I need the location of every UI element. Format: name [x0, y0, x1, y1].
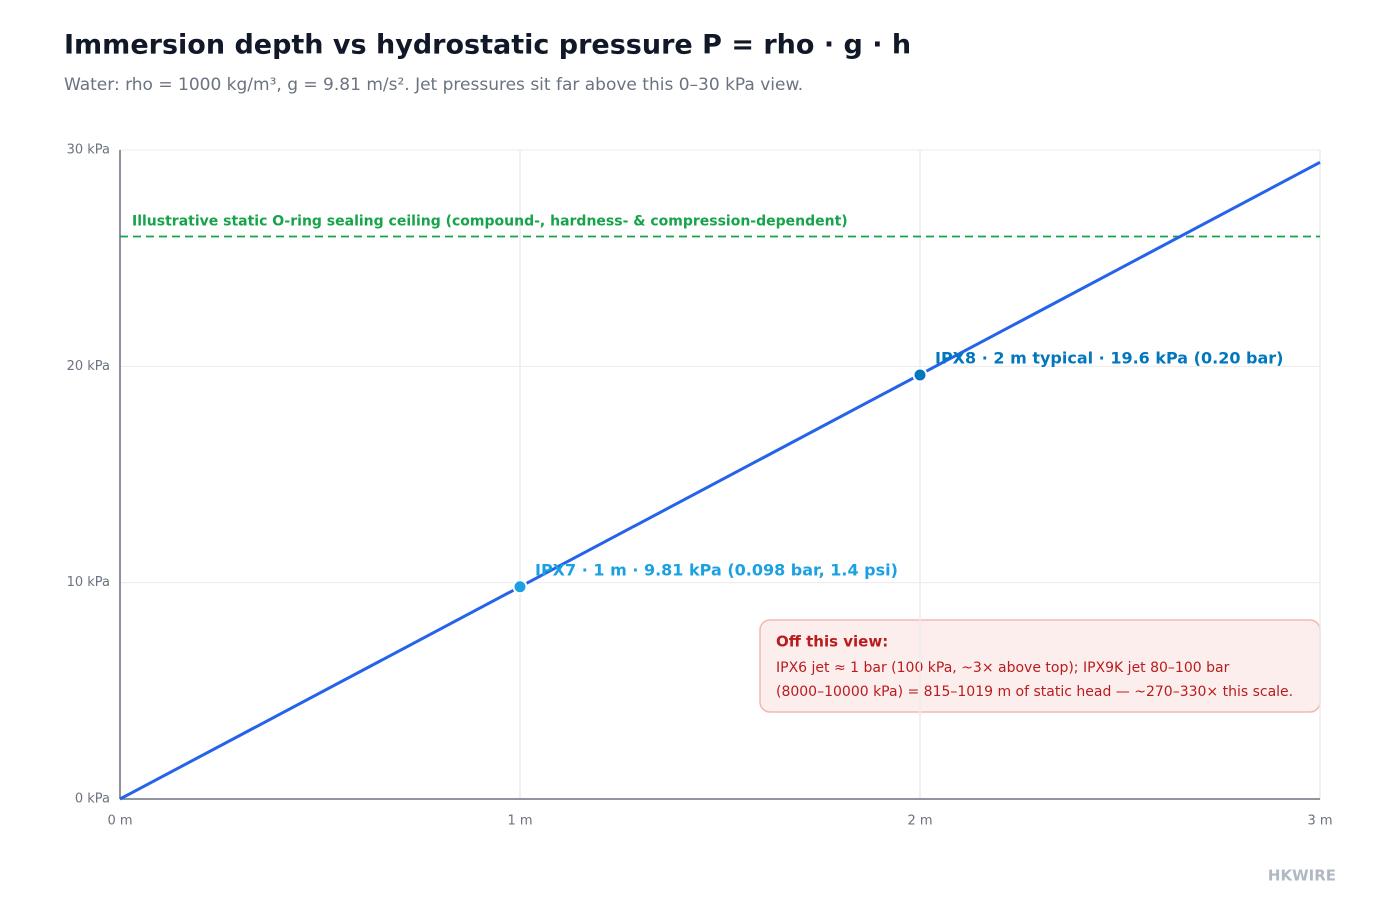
note-text: (8000–10000 kPa) = 815–1019 m of static … [776, 684, 1293, 700]
y-tick-label: 0 kPa [75, 792, 110, 807]
x-tick-label: 1 m [507, 814, 532, 829]
data-line [119, 161, 1321, 801]
y-tick-label: 10 kPa [67, 575, 110, 590]
x-tick-label: 2 m [907, 814, 932, 829]
note-text: IPX6 jet ≈ 1 bar (100 kPa, ~3× above top… [776, 660, 1230, 676]
x-tick-label: 3 m [1307, 814, 1332, 829]
highlight-point [512, 579, 528, 595]
point-label: IPX7 · 1 m · 9.81 kPa (0.098 bar, 1.4 ps… [535, 560, 898, 579]
y-tick-label: 20 kPa [67, 359, 110, 374]
y-tick-label: 30 kPa [67, 143, 110, 158]
reference-label: Illustrative static O-ring sealing ceili… [132, 214, 848, 230]
point-label: IPX8 · 2 m typical · 19.6 kPa (0.20 bar) [935, 348, 1283, 367]
highlight-point [912, 367, 928, 383]
chart-title: Immersion depth vs hydrostatic pressure … [64, 30, 911, 61]
note-title: Off this view: [776, 633, 888, 651]
x-tick-label: 0 m [107, 814, 132, 829]
footer: HKWIRE [1268, 867, 1336, 885]
chart-subtitle: Water: rho = 1000 kg/m³, g = 9.81 m/s². … [64, 75, 803, 95]
